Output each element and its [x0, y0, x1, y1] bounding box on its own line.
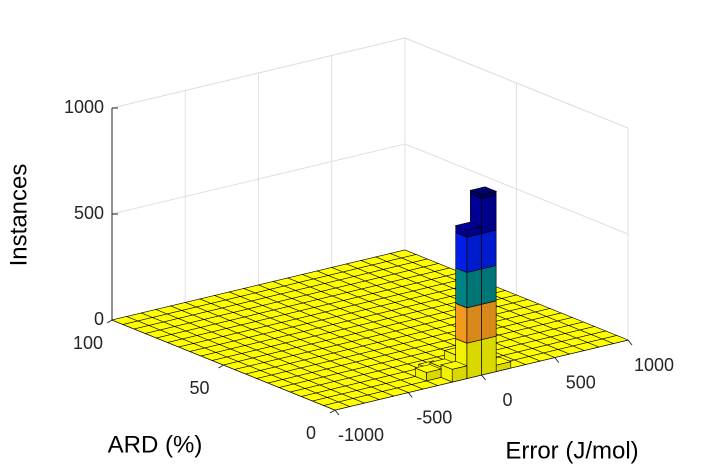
- tick: [407, 392, 413, 398]
- tick: [334, 409, 340, 416]
- bar-face: [455, 232, 468, 273]
- bar-top: [469, 186, 498, 196]
- tick: [218, 364, 224, 369]
- bar-face: [481, 335, 497, 376]
- y-tick-label: 0: [306, 423, 316, 443]
- bar-top: [414, 364, 443, 373]
- x-tick-label: -500: [416, 407, 452, 427]
- tick: [329, 409, 336, 414]
- bar-face: [466, 339, 482, 379]
- bar-face: [481, 300, 497, 341]
- bar-face: [455, 302, 468, 344]
- bar-top: [440, 360, 468, 370]
- tick: [554, 357, 560, 363]
- bar-face: [466, 303, 482, 344]
- bar-face: [466, 233, 482, 273]
- bar-face: [455, 267, 468, 309]
- bar-face: [481, 265, 497, 305]
- x-tick-label: 500: [566, 372, 596, 392]
- x-axis-label: Error (J/mol): [505, 437, 638, 464]
- y-tick-label: 100: [73, 333, 103, 353]
- tick: [106, 319, 113, 324]
- z-tick-label: 500: [74, 203, 104, 223]
- x-tick-label: 1000: [634, 355, 674, 375]
- bar-face: [466, 268, 482, 309]
- z-tick-label: 0: [94, 309, 104, 329]
- bar-top: [322, 401, 351, 411]
- y-axis-label: ARD (%): [108, 431, 203, 458]
- tick: [627, 339, 633, 346]
- x-tick-label: 0: [502, 390, 512, 410]
- bar-face: [481, 229, 497, 270]
- bar-top: [454, 221, 483, 231]
- tick: [481, 374, 486, 381]
- y-tick-label: 50: [189, 378, 209, 398]
- bar-face: [481, 194, 497, 235]
- x-tick-label: -1000: [338, 425, 384, 445]
- z-tick-label: 1000: [64, 97, 104, 117]
- z-axis-label: Instances: [5, 164, 32, 267]
